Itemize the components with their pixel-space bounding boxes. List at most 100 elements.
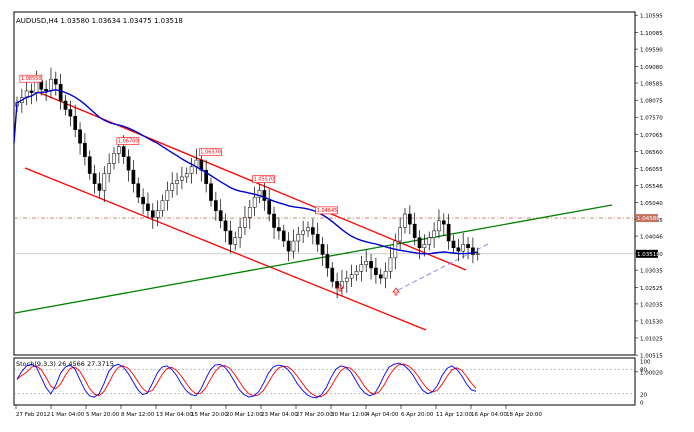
candle-body [146, 203, 150, 211]
y-tick-label: 1.01530 [640, 319, 663, 325]
candle-body [44, 88, 48, 92]
candle-body [49, 78, 53, 92]
candle-body [344, 277, 349, 282]
fractal-up-arrow [392, 287, 400, 296]
current-price-label-text: 1.03518 [637, 252, 660, 258]
y-tick-label: 1.09080 [640, 65, 663, 71]
y-tick-label: 1.02525 [640, 286, 663, 292]
y-tick-label: 1.07570 [640, 116, 663, 122]
candle-body [461, 244, 466, 252]
candle-body [422, 244, 427, 248]
candle-body [243, 217, 247, 228]
candle-body [204, 169, 209, 184]
candle-body [136, 183, 141, 198]
candle-body [58, 83, 63, 102]
stoch-main-line [16, 362, 477, 399]
y-tick-label: 1.00020 [640, 370, 663, 376]
candle-body [335, 281, 339, 289]
candle-body [184, 173, 189, 178]
y-tick-label: 1.10595 [640, 14, 663, 20]
candle-body [107, 163, 112, 174]
y-tick-label: 1.08075 [640, 99, 663, 105]
candle-body [412, 223, 417, 238]
fractal-arrows [336, 283, 400, 296]
price-label-box [252, 175, 275, 183]
candle-body [325, 254, 330, 269]
candle-body [63, 100, 68, 110]
stoch-plot-frame [13, 357, 636, 406]
moving-average [13, 89, 478, 255]
candle-body [87, 156, 92, 174]
candle-body [427, 237, 432, 245]
x-tick-label: 4 Apr 04:00 [366, 412, 399, 418]
y-tick-label: 1.00515 [640, 354, 663, 360]
x-tick-label: 20 Mar 12:00 [226, 412, 263, 418]
x-tick-label: 13 Mar 04:00 [156, 412, 193, 418]
candle-body [180, 176, 184, 181]
moving-average-line [13, 89, 478, 255]
time-axis: 27 Feb 2012 1 Mar 04:00 5 Mar 20:00 8 Mar 1… [15, 405, 542, 418]
candle-body [170, 183, 175, 191]
candle-body [388, 257, 393, 272]
candle-body [320, 244, 325, 255]
candle-body [29, 90, 34, 93]
y-tick-label: 1.02035 [640, 302, 663, 308]
x-tick-label: 27 Feb 2012 [16, 412, 50, 418]
candle-body [408, 213, 412, 225]
candle-body [252, 196, 257, 208]
candle-body [296, 234, 301, 242]
candle-body [456, 247, 461, 252]
candle-body [78, 129, 82, 144]
candle-body [403, 213, 407, 228]
y-tick-label: 1.10085 [640, 31, 663, 37]
candle-body [155, 210, 160, 218]
candle-body [131, 169, 136, 184]
channel-upper-line [37, 91, 467, 271]
y-tick-label: 1.04046 [640, 235, 663, 241]
candle-body [349, 274, 354, 279]
y-tick-label: 1.08585 [640, 81, 663, 87]
fractal-up-arrow [336, 283, 344, 292]
candle-body [214, 200, 218, 211]
x-tick-label: 30 Mar 12:00 [331, 412, 368, 418]
candle-body [471, 247, 475, 255]
candle-body [398, 227, 402, 242]
y-tick-label: 1.06055 [640, 167, 663, 173]
main-plot-frame [13, 11, 636, 356]
candle-body [315, 234, 320, 245]
candle-body [112, 153, 116, 164]
current-price-label-box [636, 249, 658, 258]
y-tick-label: 1.01025 [640, 336, 663, 342]
x-tick-label: 5 Mar 20:00 [86, 412, 120, 418]
candle-body [441, 220, 446, 225]
y-tick-label: 1.06560 [640, 150, 663, 156]
candle-body [306, 227, 310, 232]
candle-body [262, 190, 267, 201]
candle-body [364, 260, 369, 265]
uptrend-line [14, 204, 613, 314]
y-tick-label: 1.05040 [640, 201, 663, 207]
candle-body [73, 115, 78, 130]
candle-body [417, 237, 422, 248]
candle-body [301, 230, 305, 235]
candle-body [369, 260, 373, 269]
stochastic-lines [16, 362, 477, 399]
candle-body [34, 80, 39, 93]
stoch-axis: 100 80 20 0 [14, 360, 651, 407]
candle-body [466, 244, 470, 248]
candle-body [68, 109, 73, 117]
candle-body [223, 220, 228, 232]
candle-body [378, 274, 383, 279]
price-label-box [315, 206, 339, 215]
candle-body [102, 173, 107, 191]
candle-body [437, 220, 441, 232]
y-tick-label: 1.09590 [640, 48, 663, 54]
candle-body [311, 227, 315, 235]
candle-body [175, 180, 179, 184]
candle-body [267, 200, 272, 215]
candle-body [160, 200, 165, 211]
candle-body [150, 210, 155, 218]
x-tick-label: 27 Mar 20:00 [296, 412, 333, 418]
resistance-price-label-text: 1.04580 [637, 216, 660, 222]
stoch-tick-label: 0 [640, 401, 644, 407]
